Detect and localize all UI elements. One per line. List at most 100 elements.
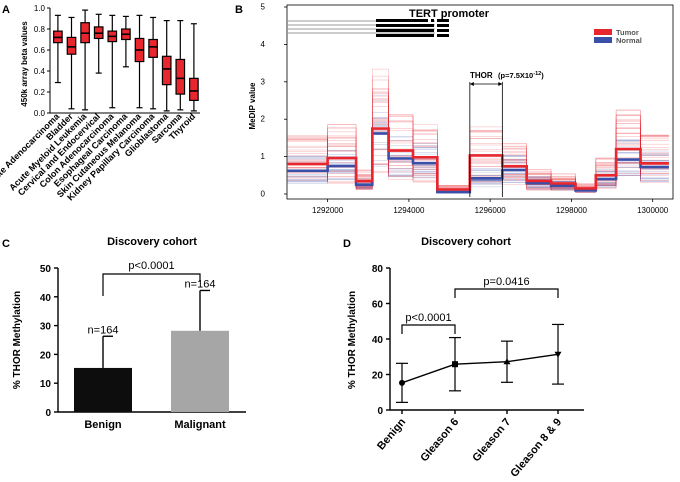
transcript-track <box>287 19 449 37</box>
panel-a-yticks: 0.0 0.2 0.4 0.6 0.8 1.0 <box>34 4 50 118</box>
ytick-label: 40 <box>40 293 52 304</box>
tumor-sample-trace <box>287 68 669 193</box>
panel-c-bars: n=164 Benign n=164 Malignant p<0.0001 <box>74 260 229 431</box>
tumor-sample-trace <box>287 128 669 192</box>
tumor-sample-trace <box>287 106 669 193</box>
xtick-label: 1296000 <box>475 206 507 215</box>
legend-swatch-normal <box>594 37 612 43</box>
tumor-sample-trace <box>287 89 669 192</box>
tumor-sample-trace <box>287 101 669 191</box>
data-point <box>399 379 405 386</box>
ytick-label: 1.0 <box>34 4 46 13</box>
n-label: n=164 <box>185 278 216 290</box>
thor-arrowhead-left <box>469 82 474 86</box>
box-body <box>148 38 158 58</box>
category-label: Benign <box>84 419 122 431</box>
panel-c-title: Discovery cohort <box>107 236 197 248</box>
ytick-label: 0 <box>261 190 266 199</box>
tumor-mean-line <box>287 127 669 191</box>
tumor-sample-trace <box>287 128 669 193</box>
ytick-label: 60 <box>372 300 384 311</box>
normal-sample-trace <box>287 126 669 192</box>
tumor-sample-trace <box>287 91 669 192</box>
trend-line <box>401 353 559 384</box>
tumor-sample-trace <box>287 136 669 193</box>
panel-b-legend: Tumor Normal <box>594 28 642 45</box>
tumor-sample-trace <box>287 120 669 193</box>
tumor-sample-trace <box>287 119 669 191</box>
xtick-label: 1294000 <box>393 206 425 215</box>
normal-sample-trace <box>287 100 669 192</box>
ytick-label: 30 <box>40 322 52 333</box>
panel-label-a: A <box>2 4 10 16</box>
box-body <box>66 36 77 55</box>
significance-label: p<0.0001 <box>405 312 451 324</box>
category-label: Gleason 7 <box>470 416 513 464</box>
normal-sample-trace <box>287 125 669 194</box>
panel-d-title: Discovery cohort <box>421 236 511 248</box>
data-point <box>554 351 562 358</box>
significance-bracket <box>454 288 559 298</box>
significance-label: p<0.0001 <box>128 260 174 272</box>
ytick-label: 50 <box>40 264 52 275</box>
legend-label-tumor: Tumor <box>616 28 639 37</box>
panel-a-boxes <box>53 9 199 112</box>
ytick-label: 1 <box>261 152 266 161</box>
panel-b: B MeDIP value 0 1 2 3 4 5 1292000 1294000 12960… <box>235 3 674 215</box>
bar <box>171 330 229 412</box>
thor-arrowhead-right <box>498 82 503 86</box>
category-label: Gleason 6 <box>418 416 461 464</box>
ytick-label: 0 <box>377 406 383 417</box>
panel-b-traces <box>287 68 669 194</box>
significance-bracket <box>102 273 201 296</box>
panel-a-ylabel: 450k array beta values <box>20 21 29 107</box>
ytick-label: 20 <box>372 371 384 382</box>
xtick-label: 1292000 <box>312 206 344 215</box>
ytick-label: 0 <box>45 408 51 419</box>
ytick-label: 4 <box>261 40 266 49</box>
ytick-label: 5 <box>261 3 266 12</box>
legend-label-normal: Normal <box>616 36 642 45</box>
category-label: Malignant <box>174 419 226 431</box>
panel-label-c: C <box>2 238 10 250</box>
panel-c-yticks: 0 10 20 30 40 50 <box>40 264 58 419</box>
panel-c: C Discovery cohort % THOR Methylation 0 1… <box>2 236 246 431</box>
normal-sample-trace <box>287 134 669 193</box>
ytick-label: 0.0 <box>34 109 46 118</box>
thor-pvalue: (p=7.5X10-12) <box>498 71 544 80</box>
thor-label: THOR <box>470 71 493 80</box>
ytick-label: 10 <box>40 379 52 390</box>
panel-c-ylabel: % THOR Methylation <box>12 291 23 389</box>
tumor-sample-trace <box>287 114 669 193</box>
tumor-sample-trace <box>287 92 669 193</box>
panel-b-yticks: 0 1 2 3 4 5 <box>261 3 287 199</box>
ytick-label: 0.2 <box>34 88 46 97</box>
normal-sample-trace <box>287 120 669 193</box>
panel-b-xticks: 1292000 1294000 1296000 1298000 1300000 <box>312 199 669 215</box>
tumor-sample-trace <box>287 102 669 192</box>
category-label: Benign <box>375 416 408 452</box>
ytick-label: 2 <box>261 115 266 124</box>
panel-label-d: D <box>343 238 351 250</box>
tumor-sample-trace <box>287 123 669 190</box>
ytick-label: 0.6 <box>34 46 46 55</box>
panel-d-yticks: 0 20 40 60 80 <box>372 264 390 417</box>
significance-bracket <box>401 324 456 334</box>
xtick-label: 1300000 <box>637 206 669 215</box>
panel-a: A 450k array beta values 0.0 0.2 0.4 0.6 0.8… <box>0 4 200 203</box>
legend-swatch-tumor <box>594 29 612 35</box>
xtick-label: 1298000 <box>556 206 588 215</box>
tumor-sample-trace <box>287 92 669 192</box>
n-label: n=164 <box>88 324 119 336</box>
normal-mean-line <box>287 132 669 194</box>
box-body <box>189 77 199 101</box>
tumor-sample-trace <box>287 98 669 189</box>
ytick-label: 20 <box>40 350 52 361</box>
normal-sample-trace <box>287 141 669 193</box>
tumor-sample-trace <box>287 110 669 189</box>
bar <box>74 367 132 412</box>
panel-d-ylabel: % THOR Methylation <box>347 291 358 389</box>
